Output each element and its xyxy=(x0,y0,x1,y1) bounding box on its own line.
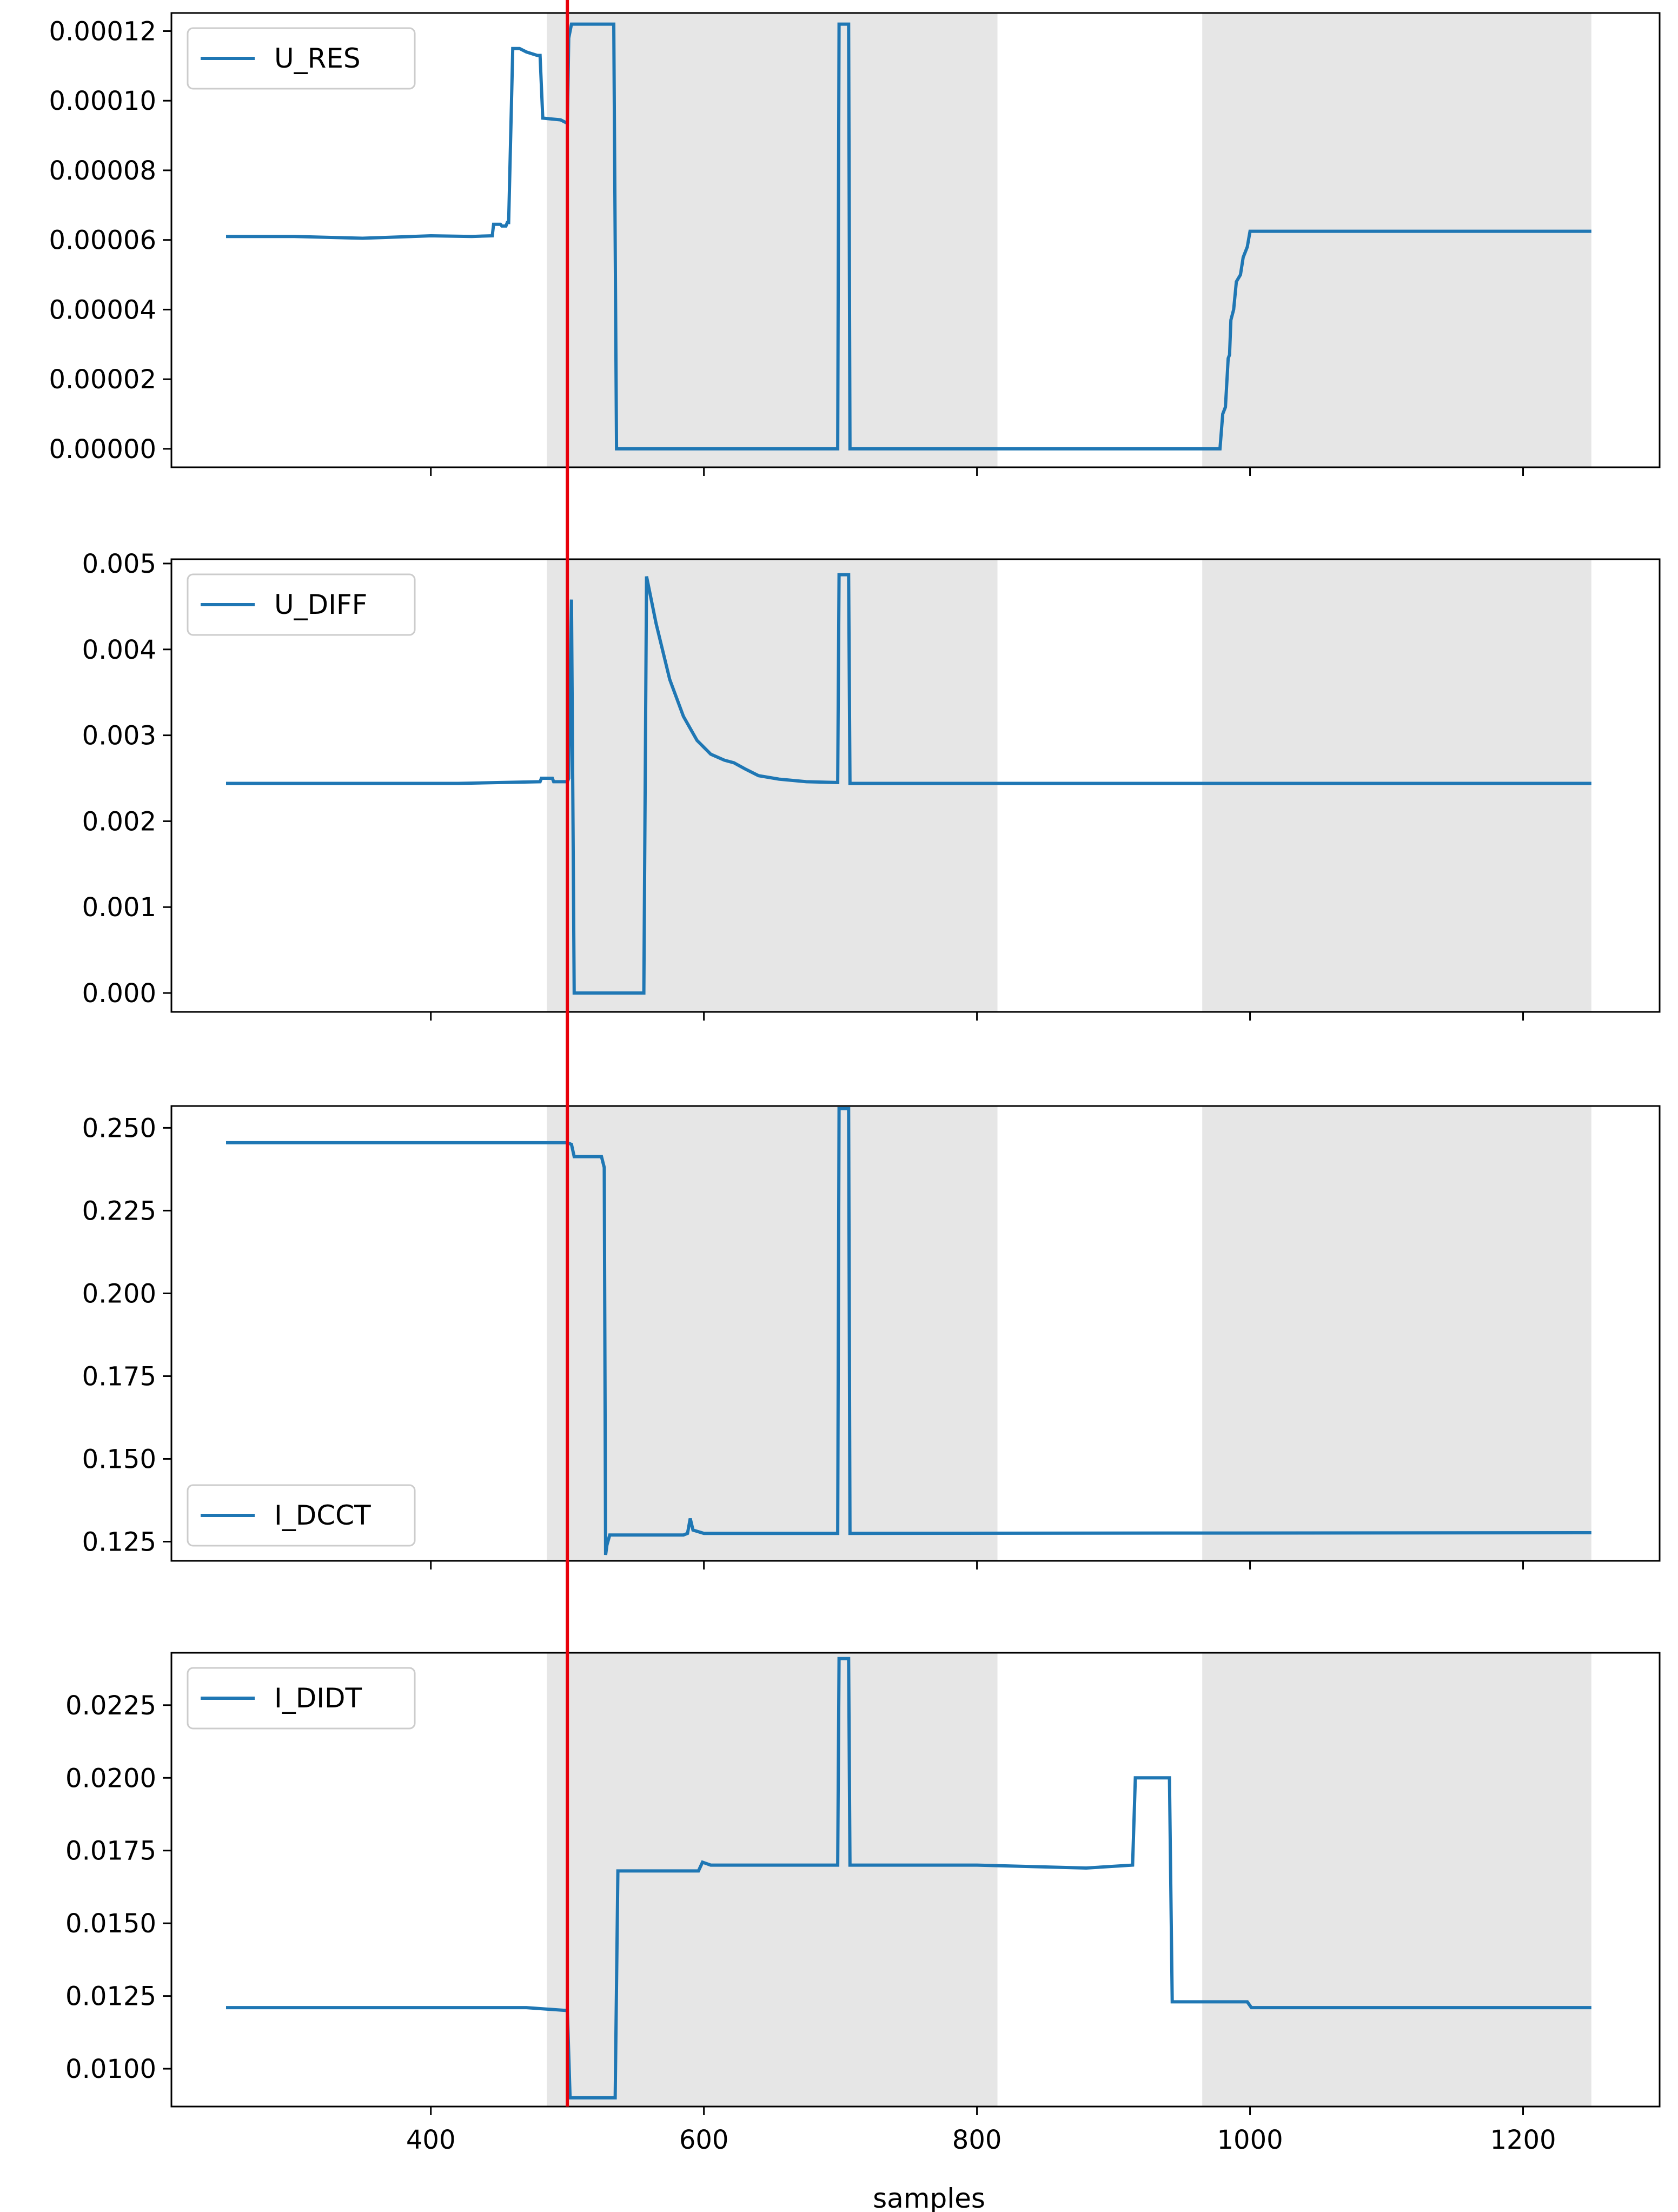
x-tick-label: 600 xyxy=(679,2125,729,2155)
shaded-region-2 xyxy=(1202,559,1591,1012)
series-line-u-diff xyxy=(226,573,1591,995)
y-tick-label: 0.250 xyxy=(82,1113,156,1143)
y-tick-label: 0.001 xyxy=(82,892,156,923)
legend: I_DCCT xyxy=(187,1484,416,1547)
panel-i-dcct: 0.125 0.150 0.175 0.200 0.225 0.250 I_DCCT xyxy=(82,1105,1661,1569)
y-tick-label: 0.225 xyxy=(82,1196,156,1226)
y-tick-label: 0.0175 xyxy=(65,1836,156,1866)
y-tick-label: 0.175 xyxy=(82,1361,156,1392)
y-tick-label: 0.00002 xyxy=(49,365,157,395)
y-tick-label: 0.00010 xyxy=(49,86,157,116)
y-tick-label: 0.0100 xyxy=(65,2054,156,2084)
shaded-region-1 xyxy=(547,559,998,1012)
axes-frame xyxy=(170,12,1661,468)
y-tick-label: 0.200 xyxy=(82,1279,156,1309)
y-tick-label: 0.0125 xyxy=(65,1982,156,2012)
shaded-region-2 xyxy=(1202,13,1591,467)
series-line-i-didt xyxy=(226,1657,1591,2100)
legend-label: I_DCCT xyxy=(274,1500,371,1531)
y-tick-label: 0.00004 xyxy=(49,295,157,325)
y-tick-label: 0.002 xyxy=(82,806,156,837)
x-tick-label: 1200 xyxy=(1490,2125,1556,2155)
axes-frame xyxy=(170,1105,1661,1562)
y-tick-label: 0.0225 xyxy=(65,1691,156,1721)
y-tick-label: 0.0200 xyxy=(65,1763,156,1793)
legend: I_DIDT xyxy=(187,1667,416,1730)
y-tick-label: 0.00006 xyxy=(49,226,157,256)
shaded-region-2 xyxy=(1202,1106,1591,1561)
shaded-region-1 xyxy=(547,1106,998,1561)
legend-label: I_DIDT xyxy=(274,1683,362,1714)
x-tick-label: 1000 xyxy=(1217,2125,1283,2155)
legend-box xyxy=(187,1667,416,1730)
y-tick-label: 0.004 xyxy=(82,635,156,665)
legend-box xyxy=(187,27,416,90)
axes-frame xyxy=(170,1652,1661,2108)
shaded-region-2 xyxy=(1202,1653,1591,2107)
panel-u-res: 0.00000 0.00002 0.00004 0.00006 0.00008 0.000… xyxy=(49,12,1661,476)
y-tick-label: 0.00012 xyxy=(49,16,157,47)
y-tick-label: 0.125 xyxy=(82,1527,156,1557)
shaded-region-1 xyxy=(547,1653,998,2107)
legend-box xyxy=(187,573,416,636)
panel-i-didt: 0.0100 0.0125 0.0150 0.0175 0.0200 0.0225 400 6… xyxy=(65,1652,1661,2155)
shaded-region-1 xyxy=(547,13,998,467)
legend: U_DIFF xyxy=(187,573,416,636)
legend-box xyxy=(187,1484,416,1547)
y-tick-label: 0.0150 xyxy=(65,1909,156,1939)
x-tick-label: 800 xyxy=(952,2125,1002,2155)
legend-label: U_RES xyxy=(274,43,361,74)
y-tick-label: 0.00000 xyxy=(49,434,157,465)
y-tick-label: 0.000 xyxy=(82,978,156,1009)
x-axis-label: samples xyxy=(873,2183,985,2212)
y-tick-label: 0.003 xyxy=(82,721,156,751)
series-line-i-dcct xyxy=(226,1107,1591,1555)
legend-label: U_DIFF xyxy=(274,589,367,620)
axes-frame xyxy=(170,558,1661,1013)
y-tick-label: 0.005 xyxy=(82,549,156,579)
y-tick-label: 0.150 xyxy=(82,1444,156,1474)
panel-u-diff: 0.000 0.001 0.002 0.003 0.004 0.005 U_DIFF xyxy=(82,549,1661,1021)
series-line-u-res xyxy=(226,22,1591,451)
x-tick-label: 400 xyxy=(406,2125,456,2155)
y-tick-label: 0.00008 xyxy=(49,156,157,186)
panels: 0.00000 0.00002 0.00004 0.00006 0.00008 0.000… xyxy=(49,12,1661,2155)
legend: U_RES xyxy=(187,27,416,90)
